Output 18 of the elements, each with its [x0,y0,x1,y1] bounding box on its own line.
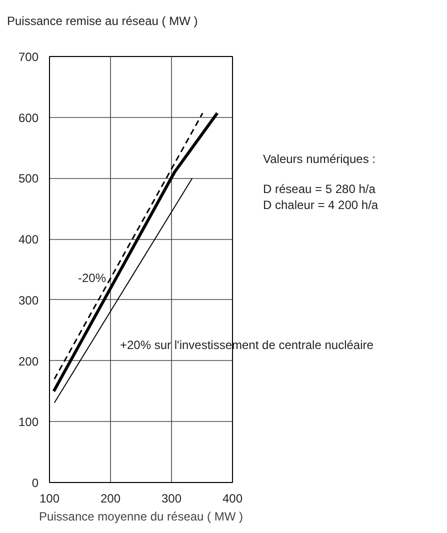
y-tick-label: 200 [18,354,39,368]
y-tick-label: 300 [18,293,39,308]
y-tick-label: 500 [18,172,39,186]
y-tick-label: 100 [18,415,39,430]
x-axis-title: Puissance moyenne du réseau ( MW ) [38,510,244,524]
text: D chaleur = 4 200 h/a [263,197,378,214]
y-tick-label: 700 [18,50,39,64]
text: D réseau = 5 280 h/a [263,181,376,198]
y-tick-label: 600 [18,110,39,125]
y-axis-title: Puissance remise au réseau ( MW ) [7,13,198,30]
x-tick-label: 200 [100,492,121,506]
y-tick-label: 400 [18,232,39,247]
x-tick-label: 400 [222,492,243,506]
annotation: -20% [78,270,106,287]
y-tick-label: 0 [32,476,39,490]
text: Valeurs numériques : [263,151,376,168]
x-tick-label: 300 [161,492,182,506]
x-tick-label: 100 [39,492,60,506]
